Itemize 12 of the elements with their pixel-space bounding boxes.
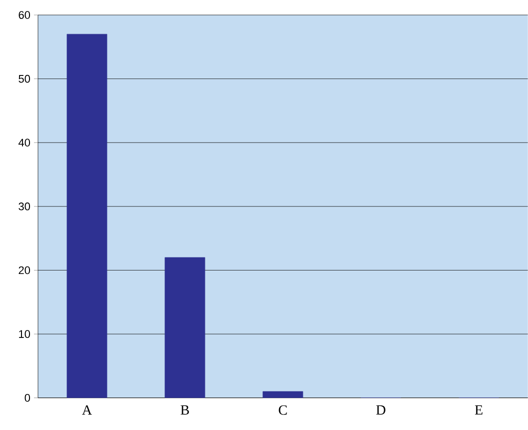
y-tick-label: 50 xyxy=(18,74,30,83)
x-tick-label: B xyxy=(180,405,189,415)
x-tick-label: A xyxy=(82,405,92,415)
y-tick-label: 20 xyxy=(18,266,30,274)
x-tick-label: C xyxy=(278,405,287,415)
x-tick-label: D xyxy=(376,405,386,415)
y-tick-label: 60 xyxy=(18,11,30,19)
y-tick-label: 0 xyxy=(24,394,30,402)
y-tick-label: 40 xyxy=(18,138,30,147)
y-tick-label: 10 xyxy=(19,330,30,338)
x-tick-label: E xyxy=(474,405,482,415)
y-tick-label: 30 xyxy=(18,202,30,210)
